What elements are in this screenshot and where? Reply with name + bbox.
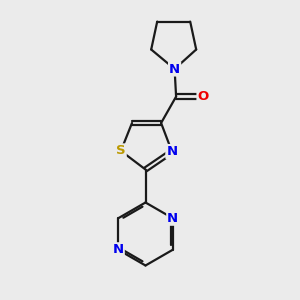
Text: O: O xyxy=(197,90,209,103)
Text: N: N xyxy=(167,212,178,225)
Text: N: N xyxy=(166,145,178,158)
Text: S: S xyxy=(116,144,126,158)
Text: N: N xyxy=(169,62,180,76)
Text: N: N xyxy=(113,243,124,256)
